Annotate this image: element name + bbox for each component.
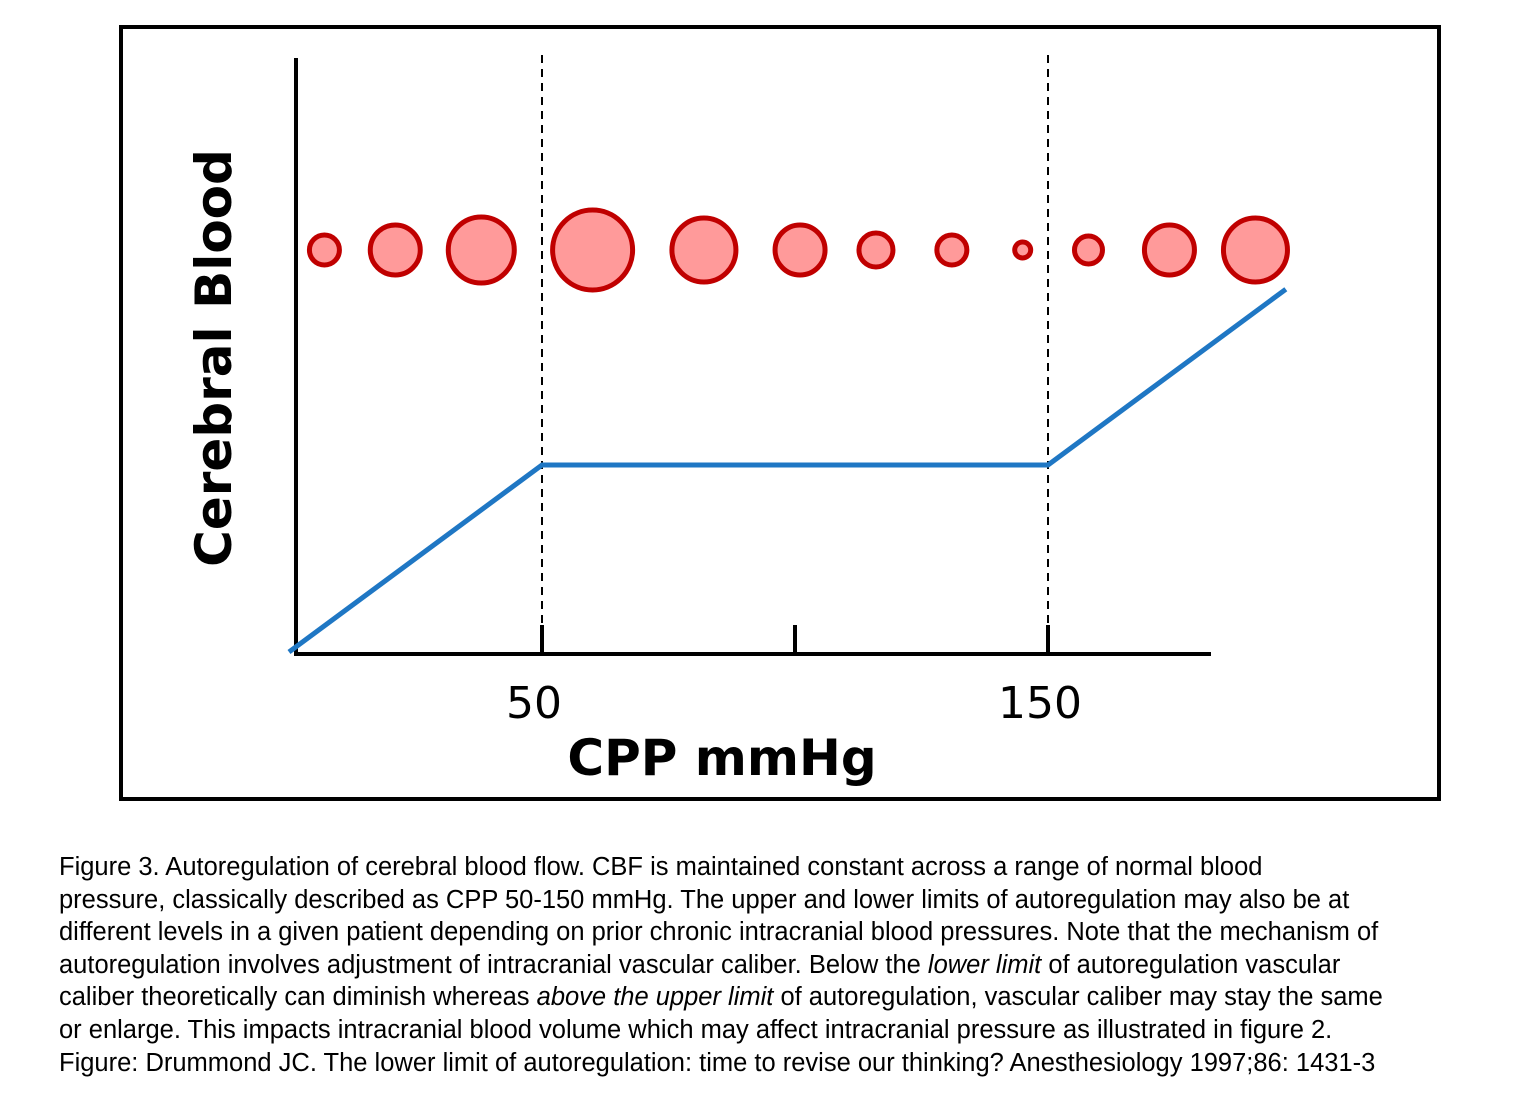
caption-text: different levels in a given patient depe… xyxy=(59,918,1379,947)
vessel-caliber-circle xyxy=(772,222,828,278)
caption-emphasis: lower limit xyxy=(927,950,1042,979)
vessel-caliber-circle xyxy=(1071,233,1105,267)
vessel-caliber-circle xyxy=(856,230,896,270)
caption-line: or enlarge. This impacts intracranial bl… xyxy=(59,1014,1383,1047)
caption-line: different levels in a given patient depe… xyxy=(59,916,1383,949)
vessel-caliber-circle xyxy=(669,215,739,285)
x-axis-label: CPP mmHg xyxy=(567,729,876,787)
caption-line: pressure, classically described as CPP 5… xyxy=(59,884,1383,917)
y-axis-label: Cerebral Blood xyxy=(185,149,243,567)
vessel-caliber-circle xyxy=(550,207,636,293)
figure-frame xyxy=(119,25,1441,801)
vessel-caliber-circle xyxy=(306,232,342,268)
figure-caption: Figure 3. Autoregulation of cerebral blo… xyxy=(59,851,1383,1079)
autoregulation-chart: 50 150 Cerebral Blood CPP mmHg xyxy=(185,55,1290,787)
vessel-caliber-circle xyxy=(445,214,517,286)
caption-text: of autoregulation vascular xyxy=(1041,950,1341,979)
caption-text: or enlarge. This impacts intracranial bl… xyxy=(59,1015,1333,1044)
caption-emphasis: above the upper limit xyxy=(536,983,774,1012)
caption-line: caliber theoretically can diminish where… xyxy=(59,981,1383,1014)
vessel-caliber-circle xyxy=(1141,222,1197,278)
caption-line: Figure: Drummond JC. The lower limit of … xyxy=(59,1047,1383,1080)
caption-text: caliber theoretically can diminish where… xyxy=(59,983,537,1012)
cbf-series-line xyxy=(287,287,1288,655)
vessel-caliber-circle xyxy=(1012,239,1034,261)
vessel-caliber-circle xyxy=(934,232,970,268)
vessel-caliber-circle xyxy=(1220,215,1290,285)
caption-text: Figure: Drummond JC. The lower limit of … xyxy=(59,1048,1376,1077)
caption-line: Figure 3. Autoregulation of cerebral blo… xyxy=(59,851,1383,884)
caption-text: autoregulation involves adjustment of in… xyxy=(59,950,928,979)
caption-text: pressure, classically described as CPP 5… xyxy=(59,885,1350,914)
x-tick-label: 50 xyxy=(506,678,562,729)
caption-text: Figure 3. Autoregulation of cerebral blo… xyxy=(59,853,1263,881)
caption-line: autoregulation involves adjustment of in… xyxy=(59,949,1383,982)
vessel-caliber-circle xyxy=(367,222,423,278)
caption-text: of autoregulation, vascular caliber may … xyxy=(773,983,1383,1012)
x-tick-label: 150 xyxy=(998,678,1082,729)
